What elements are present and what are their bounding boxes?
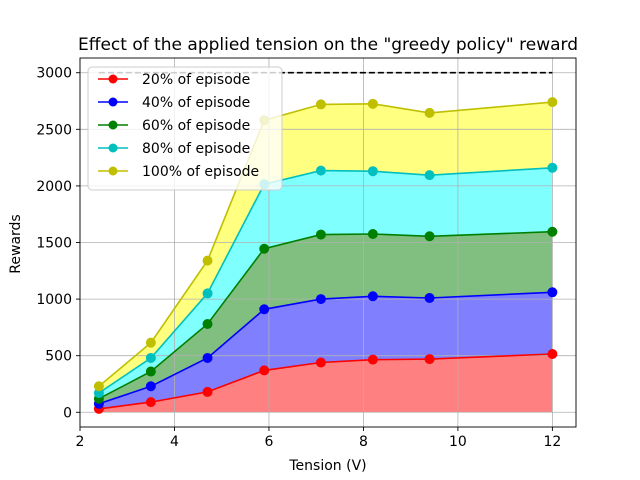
data-point xyxy=(424,107,435,118)
data-point xyxy=(259,304,270,315)
series-lines xyxy=(93,71,558,414)
data-point xyxy=(202,318,213,329)
data-point xyxy=(145,366,156,377)
legend-label: 20% of episode xyxy=(142,72,250,88)
data-point xyxy=(202,386,213,397)
data-point xyxy=(315,99,326,110)
area-fill-4 xyxy=(98,167,553,399)
series-line-1 xyxy=(98,353,553,410)
chart-title: Effect of the applied tension on the "gr… xyxy=(78,35,578,55)
series-line-2 xyxy=(98,291,553,405)
data-point xyxy=(424,170,435,181)
data-point xyxy=(547,226,558,237)
legend: 20% of episode 40% of episode 60% of episo… xyxy=(87,66,283,191)
data-point xyxy=(145,381,156,392)
series-line-3 xyxy=(98,230,553,400)
series-line-5 xyxy=(98,101,553,387)
x-axis-label: Tension (V) xyxy=(288,458,366,474)
legend-swatch-marker xyxy=(108,97,118,107)
data-point xyxy=(367,166,378,177)
y-tick-label: 500 xyxy=(45,349,72,365)
data-point xyxy=(367,98,378,109)
data-point xyxy=(367,229,378,240)
legend-label: 100% of episode xyxy=(142,164,259,180)
data-point xyxy=(424,292,435,303)
data-point xyxy=(145,352,156,363)
y-tick-label: 1500 xyxy=(36,236,72,252)
grid xyxy=(79,58,576,427)
legend-label: 60% of episode xyxy=(142,118,250,134)
data-point xyxy=(315,165,326,176)
data-point xyxy=(547,348,558,359)
legend-box xyxy=(87,66,283,191)
y-tick-label: 3000 xyxy=(36,66,72,82)
data-point xyxy=(145,337,156,348)
data-point xyxy=(202,288,213,299)
data-point xyxy=(315,357,326,368)
legend-label: 80% of episode xyxy=(142,141,250,157)
x-tick-label: 8 xyxy=(359,434,368,450)
data-point xyxy=(259,243,270,254)
data-point xyxy=(315,229,326,240)
x-tick-label: 2 xyxy=(76,434,85,450)
data-point xyxy=(202,352,213,363)
data-point xyxy=(315,294,326,305)
data-point xyxy=(424,354,435,365)
legend-swatch-marker xyxy=(108,166,118,176)
series-line-4 xyxy=(98,167,553,394)
data-point xyxy=(547,162,558,173)
axes: 2 4 6 8 10 12 0 500 1000 1500 2000 2500 3000 xyxy=(36,57,577,450)
legend-swatch-marker xyxy=(108,74,118,84)
data-point xyxy=(367,354,378,365)
data-point xyxy=(367,291,378,302)
area-fill-2 xyxy=(98,292,553,409)
data-point xyxy=(547,97,558,108)
y-tick-label: 1000 xyxy=(36,292,72,308)
data-point xyxy=(547,287,558,298)
area-fill-3 xyxy=(98,231,553,404)
data-point xyxy=(424,231,435,242)
legend-swatch-marker xyxy=(108,120,118,130)
x-tick-label: 12 xyxy=(543,434,561,450)
y-axis-label: Rewards xyxy=(8,214,24,273)
area-fill-5 xyxy=(98,102,553,393)
x-tick-label: 6 xyxy=(264,434,273,450)
data-point xyxy=(145,397,156,408)
legend-swatch-marker xyxy=(108,143,118,153)
y-tick-label: 2000 xyxy=(36,179,72,195)
area-fills xyxy=(98,102,553,413)
data-point xyxy=(202,255,213,266)
x-tick-label: 10 xyxy=(449,434,467,450)
area-fill-1 xyxy=(98,354,553,413)
x-tick-label: 4 xyxy=(170,434,179,450)
data-point xyxy=(93,381,104,392)
y-tick-label: 0 xyxy=(63,405,72,421)
legend-label: 40% of episode xyxy=(142,95,250,111)
y-tick-label: 2500 xyxy=(36,122,72,138)
data-point xyxy=(259,365,270,376)
